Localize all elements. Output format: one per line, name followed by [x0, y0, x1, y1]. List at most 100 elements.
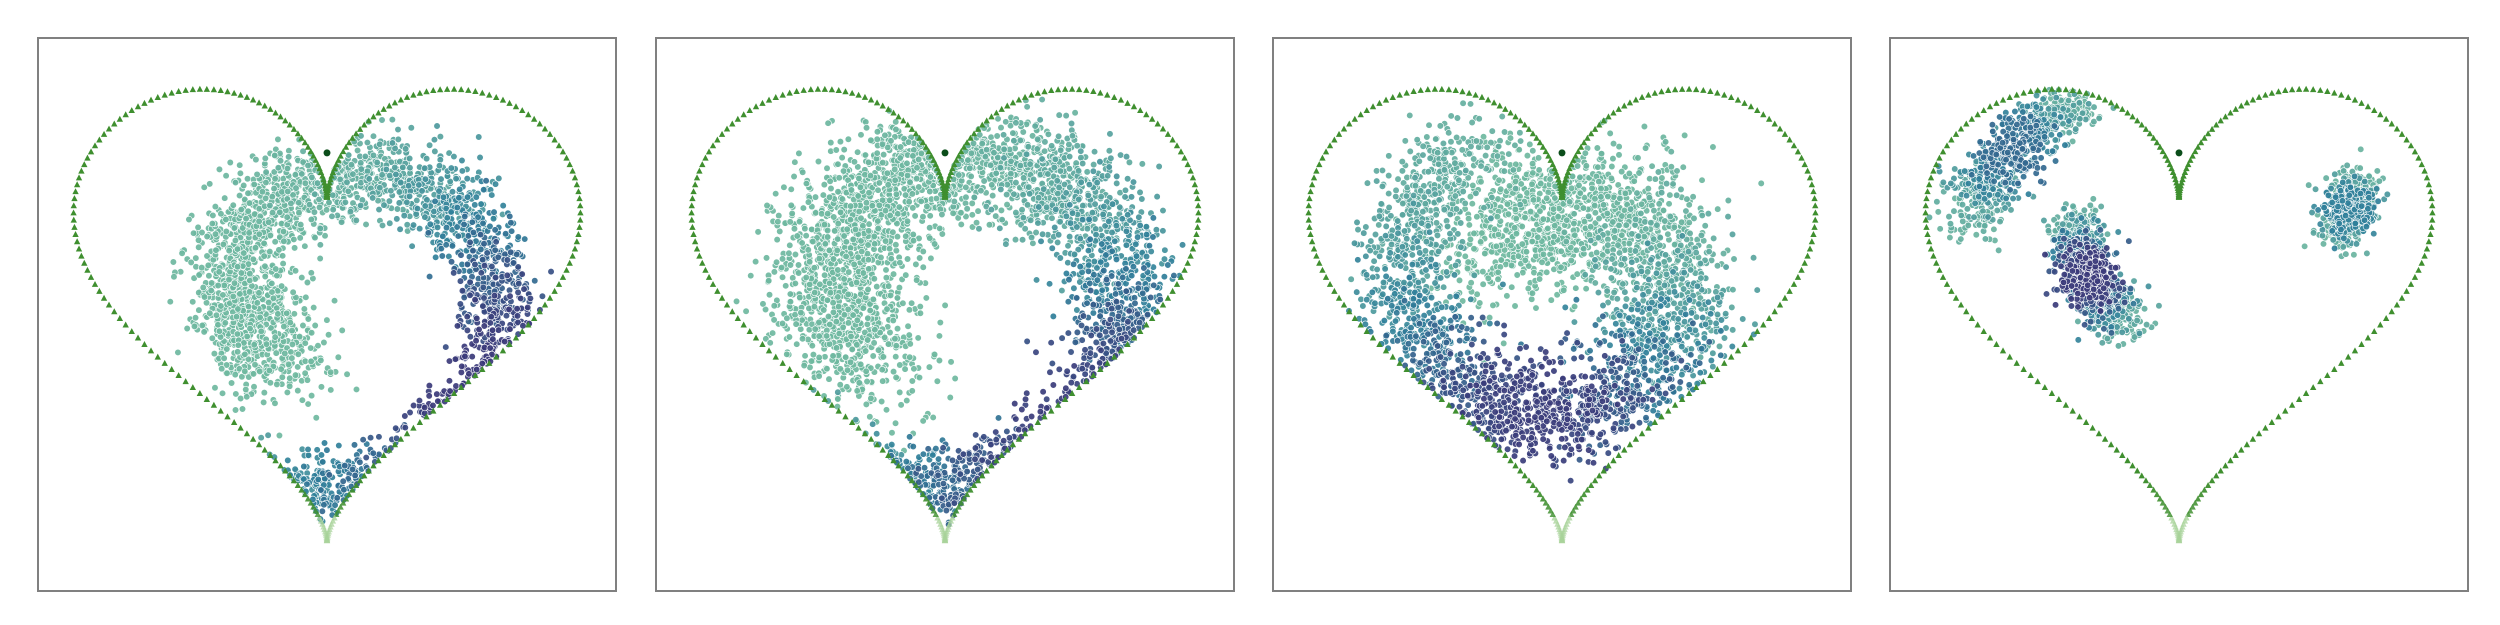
scatter-point: [946, 393, 954, 402]
scatter-point: [804, 246, 812, 254]
scatter-point: [1024, 143, 1032, 151]
scatter-point: [919, 263, 927, 271]
scatter-point: [840, 167, 848, 175]
scatter-point: [815, 372, 823, 380]
scatter-point: [848, 345, 856, 353]
heart-boundary-marker: [493, 94, 500, 100]
scatter-point: [457, 251, 465, 259]
scatter-point: [447, 258, 456, 266]
scatter-point: [780, 183, 788, 191]
scatter-point: [231, 236, 240, 245]
scatter-point: [253, 299, 261, 307]
scatter-point: [776, 227, 784, 235]
heart-boundary-marker: [75, 174, 83, 181]
scatter-point: [830, 213, 838, 221]
scatter-point: [810, 303, 818, 311]
heart-boundary-marker: [349, 134, 356, 141]
heart-boundary-marker: [551, 136, 558, 143]
scatter-point: [312, 414, 320, 422]
scatter-point: [240, 249, 248, 257]
scatter-point: [475, 325, 483, 334]
scatter-point: [887, 255, 895, 263]
scatter-point: [471, 260, 479, 269]
scatter-point: [233, 330, 241, 338]
scatter-point: [479, 219, 487, 227]
scatter-point: [849, 311, 857, 319]
scatter-point: [829, 308, 838, 316]
heart-boundary-marker: [361, 472, 368, 479]
heart-boundary-marker: [147, 347, 155, 354]
scatter-point: [864, 314, 872, 322]
scatter-point: [870, 275, 878, 283]
scatter-point: [255, 230, 263, 238]
scatter-point: [901, 191, 910, 199]
scatter-point: [450, 269, 458, 277]
scatter-point: [442, 241, 450, 249]
scatter-point: [435, 187, 443, 195]
scatter-point: [855, 174, 863, 183]
scatter-point: [862, 199, 871, 207]
heart-boundary-marker: [304, 495, 312, 502]
scatter-point: [258, 188, 267, 196]
scatter-point: [229, 201, 237, 209]
scatter-point: [896, 259, 904, 267]
heart-boundary-marker: [323, 193, 331, 200]
heart-boundary-marker: [230, 89, 238, 96]
scatter-point: [221, 319, 229, 327]
heart-boundary-marker: [403, 93, 411, 100]
scatter-point: [791, 279, 799, 287]
heart-boundary-marker: [286, 121, 293, 128]
scatter-point: [811, 288, 819, 297]
scatter-point: [423, 155, 431, 163]
heart-boundary-marker: [327, 176, 334, 183]
heart-boundary-marker: [506, 99, 513, 106]
scatter-point: [465, 370, 473, 378]
scatter-point: [246, 270, 254, 278]
scatter-point: [205, 272, 213, 280]
scatter-point: [286, 319, 294, 327]
scatter-point: [949, 209, 957, 217]
heart-boundary-marker: [203, 396, 211, 402]
heart-boundary-marker: [397, 96, 405, 103]
scatter-point: [323, 206, 331, 214]
scatter-point: [506, 292, 514, 300]
scatter-point: [538, 292, 546, 300]
scatter-point: [807, 357, 816, 365]
scatter-point: [200, 328, 208, 336]
scatter-point: [279, 252, 287, 260]
scatter-point: [519, 322, 527, 330]
scatter-point: [974, 207, 982, 215]
scatter-point: [904, 322, 912, 330]
heart-boundary-marker: [525, 111, 532, 118]
scatter-point: [298, 396, 306, 404]
scatter-point: [220, 281, 228, 289]
heart-boundary-marker: [443, 85, 451, 92]
heart-boundary-marker: [314, 511, 321, 518]
scatter-point: [195, 236, 203, 244]
scatter-point: [187, 258, 195, 266]
scatter-point: [926, 234, 934, 242]
scatter-point: [338, 326, 346, 334]
scatter-point: [268, 193, 276, 201]
scatter-point: [886, 211, 894, 219]
scatter-point: [262, 178, 270, 187]
scatter-point: [252, 156, 260, 164]
scatter-point: [513, 250, 521, 258]
scatter-point: [275, 246, 283, 254]
scatter-point: [271, 175, 279, 183]
scatter-point: [183, 324, 191, 333]
scatter-point: [299, 321, 307, 330]
scatter-point: [998, 216, 1006, 224]
scatter-point: [864, 336, 872, 344]
heart-boundary-marker: [100, 130, 108, 137]
scatter-point: [798, 316, 806, 324]
scatter-point: [892, 190, 901, 198]
scatter-point: [862, 347, 870, 355]
heart-boundary-marker: [141, 99, 148, 106]
scatter-point: [955, 171, 963, 179]
scatter-point: [844, 366, 852, 374]
scatter-point: [316, 254, 324, 263]
scatter-point: [786, 218, 794, 226]
scatter-point: [514, 263, 522, 271]
scatter-point: [448, 242, 457, 250]
